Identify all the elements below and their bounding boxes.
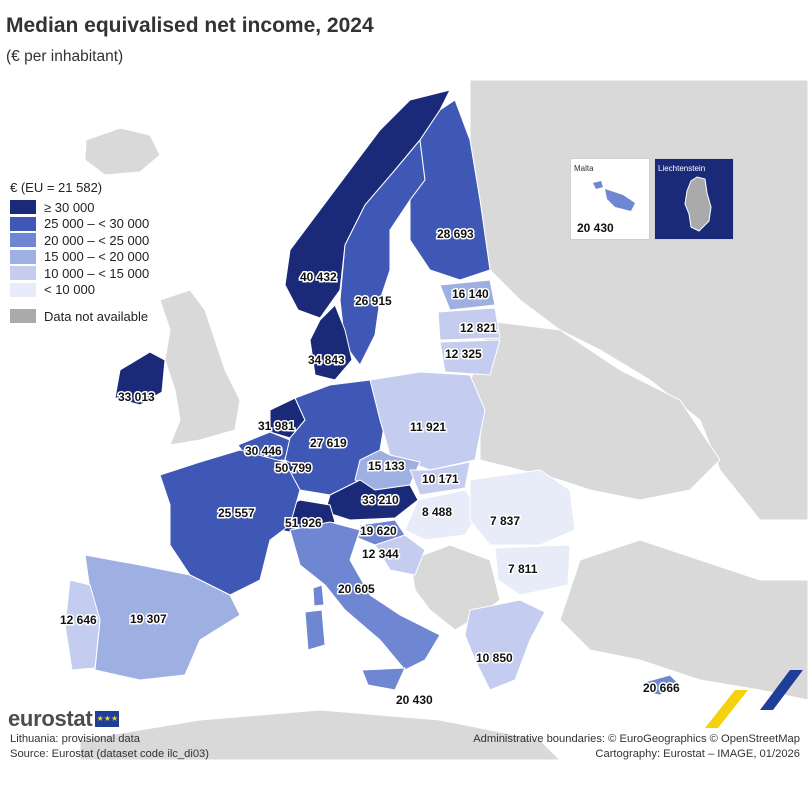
inset-malta-name: Malta (574, 164, 594, 173)
value-czechia: 15 133 (368, 459, 405, 473)
value-malta-main: 20 430 (396, 693, 433, 707)
island-sardinia (304, 609, 326, 651)
country-greece (464, 599, 546, 691)
legend-label: 10 000 – < 15 000 (44, 265, 150, 281)
legend-label: ≥ 30 000 (44, 199, 95, 215)
value-norway: 40 432 (300, 270, 337, 284)
map-title: Median equivalised net income, 2024 (6, 14, 374, 37)
legend-row: ≥ 30 000 (10, 199, 149, 216)
value-austria: 33 210 (362, 493, 399, 507)
value-spain: 19 307 (130, 612, 167, 626)
legend: € (EU = 21 582) ≥ 30 000 25 000 – < 30 00… (10, 180, 149, 325)
value-bulgaria: 7 811 (508, 562, 538, 576)
value-cyprus: 20 666 (643, 681, 680, 695)
value-hungary: 8 488 (422, 505, 452, 519)
country-estonia (439, 279, 496, 311)
eurostat-wordmark: eurostat (8, 706, 93, 731)
footer-note-provisional: Lithuania: provisional data (10, 733, 140, 745)
inset-liechtenstein-name: Liechtenstein (658, 164, 706, 173)
value-ireland: 33 013 (118, 390, 155, 404)
legend-row: 25 000 – < 30 000 (10, 216, 149, 233)
country-denmark (309, 304, 353, 381)
value-estonia: 16 140 (452, 287, 489, 301)
country-latvia (437, 307, 501, 341)
country-romania (469, 469, 576, 546)
land-north-africa (79, 709, 562, 761)
country-france (159, 449, 301, 596)
legend-row: 15 000 – < 20 000 (10, 249, 149, 266)
country-poland (369, 371, 486, 471)
legend-label: < 10 000 (44, 282, 95, 298)
value-germany: 27 619 (310, 436, 347, 450)
footer-boundaries: Administrative boundaries: © EuroGeograp… (473, 733, 800, 745)
island-corsica (312, 584, 325, 607)
legend-swatch (10, 282, 36, 297)
country-italy (289, 521, 441, 671)
value-slovakia: 10 171 (422, 472, 459, 486)
value-croatia: 12 344 (362, 547, 399, 561)
value-finland: 28 693 (437, 227, 474, 241)
country-bulgaria (494, 544, 571, 596)
island-sicily (361, 667, 406, 691)
inset-malta-value: 20 430 (577, 221, 614, 235)
value-switzerland: 51 926 (285, 516, 322, 530)
ribbon-blue (760, 670, 803, 710)
land-uk (159, 289, 241, 446)
value-italy: 20 605 (338, 582, 375, 596)
footer-source: Source: Eurostat (dataset code ilc_di03) (10, 748, 209, 760)
country-croatia (374, 534, 426, 576)
value-denmark: 34 843 (308, 353, 345, 367)
land-turkey (559, 539, 808, 701)
value-belgium: 30 446 (245, 444, 282, 458)
country-lithuania (439, 339, 501, 376)
legend-row: 20 000 – < 25 000 (10, 232, 149, 249)
liechtenstein-shape (684, 176, 712, 232)
legend-label: 15 000 – < 20 000 (44, 249, 150, 265)
legend-label: 25 000 – < 30 000 (44, 216, 150, 232)
eu-flag-icon: ★★★ (95, 711, 120, 727)
value-poland: 11 921 (410, 420, 446, 434)
value-slovenia: 19 620 (360, 524, 397, 538)
legend-swatch (10, 266, 36, 281)
country-portugal (64, 579, 101, 671)
legend-rows: ≥ 30 000 25 000 – < 30 000 20 000 – < 25 0… (10, 199, 149, 298)
value-sweden: 26 915 (355, 294, 392, 308)
value-romania: 7 837 (490, 514, 520, 528)
legend-title: € (EU = 21 582) (10, 180, 103, 195)
legend-swatch-na (10, 309, 36, 324)
value-france: 25 557 (218, 506, 255, 520)
value-lithuania: 12 325 (445, 347, 482, 361)
malta-shape: 20 430 (576, 181, 635, 237)
footer-cartography: Cartography: Eurostat – IMAGE, 01/2026 (595, 748, 800, 760)
inset-malta: Malta 20 430 (570, 158, 650, 240)
legend-swatch (10, 249, 36, 264)
eurostat-logo: eurostat ★★★ (8, 706, 120, 732)
legend-row-na: Data not available (10, 308, 149, 325)
legend-swatch (10, 233, 36, 248)
legend-swatch (10, 216, 36, 231)
country-hungary (404, 489, 481, 541)
legend-label: 20 000 – < 25 000 (44, 232, 150, 248)
value-luxembourg: 50 799 (275, 461, 312, 475)
country-ireland (114, 351, 166, 406)
country-finland (409, 99, 491, 281)
value-latvia: 12 821 (460, 321, 497, 335)
value-greece: 10 850 (476, 651, 513, 665)
land-iceland (84, 127, 161, 176)
country-slovakia (409, 461, 471, 496)
ribbon-yellow (705, 690, 748, 728)
inset-liechtenstein: Liechtenstein (654, 158, 734, 240)
country-cyprus (641, 674, 681, 696)
value-portugal: 12 646 (60, 613, 97, 627)
legend-label-na: Data not available (44, 308, 149, 324)
legend-row: 10 000 – < 15 000 (10, 265, 149, 282)
legend-row: < 10 000 (10, 282, 149, 299)
legend-swatch (10, 200, 36, 215)
map-subtitle: (€ per inhabitant) (6, 48, 124, 65)
value-netherlands: 31 981 (258, 419, 295, 433)
